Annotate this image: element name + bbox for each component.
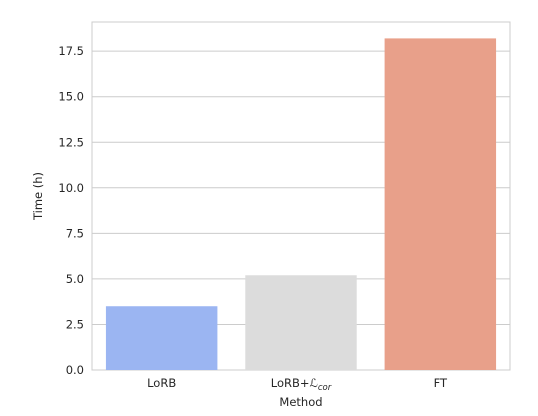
x-tick-label-subscript: cor bbox=[318, 383, 332, 393]
x-tick-label: LoRB bbox=[147, 376, 176, 390]
y-tick-label: 15.0 bbox=[58, 90, 84, 104]
y-tick-label: 0.0 bbox=[66, 363, 84, 377]
y-tick-label: 17.5 bbox=[58, 44, 84, 58]
x-tick-label: FT bbox=[434, 376, 448, 390]
bar bbox=[105, 306, 218, 370]
y-tick-label: 5.0 bbox=[66, 272, 84, 286]
y-axis-label: Time (h) bbox=[31, 172, 45, 221]
x-tick-label-base: LoRB+ℒ bbox=[271, 376, 318, 390]
x-axis-label: Method bbox=[279, 395, 322, 409]
y-tick-label: 7.5 bbox=[66, 226, 84, 240]
x-tick-label-base: LoRB bbox=[147, 376, 176, 390]
x-tick-label-base: FT bbox=[434, 376, 448, 390]
y-tick-label: 12.5 bbox=[58, 135, 84, 149]
bars bbox=[105, 38, 497, 370]
y-ticks: 0.0 2.5 5.0 7.5 10.0 12.5 15.0 17.5 bbox=[58, 44, 84, 377]
x-tick-label: LoRB+ℒcor bbox=[271, 376, 332, 393]
y-tick-label: 10.0 bbox=[58, 181, 84, 195]
bar bbox=[245, 275, 357, 370]
x-ticks: LoRB LoRB+ℒcor FT bbox=[147, 376, 448, 393]
bar bbox=[384, 38, 497, 370]
y-tick-label: 2.5 bbox=[66, 317, 84, 331]
